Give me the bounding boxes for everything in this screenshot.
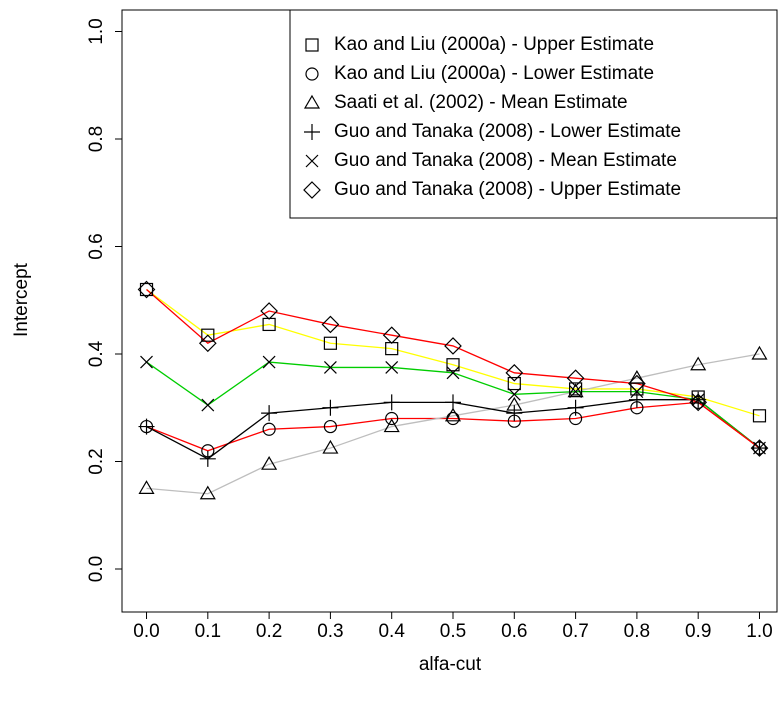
- data-point: [506, 405, 523, 422]
- data-point: [446, 366, 460, 380]
- data-point: [444, 337, 462, 355]
- data-point: [690, 356, 707, 371]
- data-point: [446, 358, 460, 372]
- legend-label: Kao and Liu (2000a) - Lower Estimate: [334, 63, 654, 84]
- data-point: [751, 345, 768, 360]
- data-point: [322, 439, 339, 454]
- y-tick-label: 0.8: [86, 126, 107, 152]
- data-point: [262, 355, 276, 369]
- y-tick-label: 0.4: [86, 340, 107, 367]
- series-line: [146, 288, 760, 417]
- x-tick-label: 0.6: [501, 621, 527, 642]
- legend-label: Guo and Tanaka (2008) - Mean Estimate: [334, 150, 677, 171]
- data-point: [201, 398, 215, 412]
- legend-box: [289, 9, 778, 219]
- x-axis-label: alfa-cut: [419, 654, 482, 675]
- series-line: [146, 353, 760, 495]
- data-point: [691, 393, 705, 407]
- series-line: [146, 401, 760, 452]
- data-point: [385, 411, 399, 426]
- y-tick-label: 0.6: [86, 233, 107, 259]
- data-point: [261, 455, 278, 470]
- y-tick-label: 0.0: [86, 556, 107, 582]
- data-point: [261, 405, 278, 422]
- legend-marker: [305, 38, 319, 52]
- x-tick-label: 0.5: [440, 621, 466, 642]
- x-tick-label: 0.3: [317, 621, 343, 642]
- legend-marker: [305, 154, 319, 168]
- data-point: [201, 328, 215, 342]
- x-tick-label: 0.7: [562, 621, 588, 642]
- series-line: [146, 289, 760, 449]
- data-point: [507, 376, 521, 391]
- data-point: [689, 393, 708, 412]
- legend-label: Saati et al. (2002) - Mean Estimate: [334, 92, 628, 113]
- x-tick-label: 0.9: [685, 621, 711, 642]
- data-point: [321, 315, 340, 334]
- data-point: [628, 369, 645, 384]
- data-point: [383, 418, 400, 433]
- data-point: [505, 363, 524, 382]
- data-point: [567, 399, 584, 416]
- y-axis-label: Intercept: [11, 262, 32, 337]
- legend-marker: [305, 67, 319, 81]
- x-tick-label: 1.0: [746, 621, 772, 642]
- legend-label: Kao and Liu (2000a) - Upper Estimate: [334, 34, 654, 55]
- x-tick-label: 0.1: [195, 621, 221, 642]
- x-tick-label: 0.0: [133, 621, 159, 642]
- legend-label: Guo and Tanaka (2008) - Lower Estimate: [334, 121, 681, 142]
- y-tick-label: 0.2: [86, 448, 107, 474]
- data-point: [198, 334, 217, 353]
- data-point: [323, 419, 338, 434]
- data-point: [444, 407, 462, 422]
- legend-marker: [303, 94, 321, 109]
- y-tick-label: 1.0: [86, 18, 107, 44]
- data-point: [752, 409, 767, 423]
- legend: Kao and Liu (2000a) - Upper Estimate Kao …: [289, 9, 778, 219]
- data-point: [628, 391, 645, 408]
- x-tick-label: 0.4: [378, 621, 405, 642]
- data-point: [568, 382, 583, 396]
- data-point: [445, 394, 461, 411]
- data-point: [138, 418, 155, 435]
- data-point: [566, 369, 585, 388]
- data-point: [383, 394, 400, 411]
- data-point: [323, 361, 337, 374]
- data-point: [567, 383, 584, 398]
- data-point: [628, 374, 646, 393]
- data-point: [199, 450, 216, 467]
- data-point: [569, 385, 583, 399]
- legend-marker: [304, 124, 320, 140]
- data-point: [139, 282, 154, 297]
- data-point: [507, 387, 521, 401]
- data-point: [385, 361, 399, 374]
- data-point: [750, 439, 769, 457]
- data-point: [323, 336, 338, 350]
- legend-label: Guo and Tanaka (2008) - Upper Estimate: [334, 179, 681, 200]
- data-point: [199, 485, 216, 500]
- data-point: [137, 280, 156, 299]
- data-point: [260, 302, 278, 320]
- data-point: [138, 480, 155, 494]
- data-point: [322, 399, 339, 416]
- x-tick-label: 0.8: [624, 621, 650, 642]
- data-point: [262, 422, 276, 436]
- x-tick-label: 0.2: [256, 621, 282, 642]
- legend-marker: [303, 181, 321, 199]
- data-point: [140, 355, 153, 369]
- data-point: [382, 326, 401, 345]
